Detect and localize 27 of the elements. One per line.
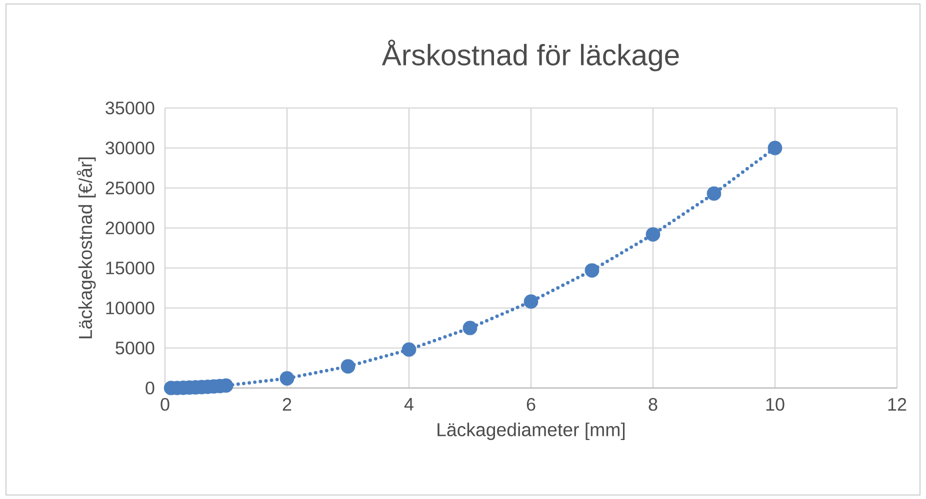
chart-title: Årskostnad för läckage [382,40,679,72]
point [402,342,416,357]
y-tick-label: 25000 [106,182,154,194]
x-tick-label: 10 [766,398,784,411]
x-tick-label: 0 [160,398,170,411]
point [584,263,600,278]
point [706,186,722,201]
x-tick-label: 4 [404,398,414,410]
y-tick-label: 20000 [106,222,154,234]
x-tick-label: 6 [526,398,536,411]
point [462,320,478,336]
y-axis-title: Läckagekostnad [€/år] [76,158,96,338]
y-tick-label: 30000 [106,142,154,154]
point [768,140,782,156]
x-tick-label: 2 [282,398,292,411]
x-axis-title: Läckagediameter [mm] [438,422,625,440]
y-tick-label: 5000 [116,342,154,354]
x-tick-label: 8 [648,398,658,411]
point [340,359,356,374]
y-tick-label: 0 [146,382,154,394]
x-tick-label: 12 [888,398,906,411]
point [524,294,538,309]
y-tick-label: 35000 [106,102,154,114]
y-tick-label: 15000 [106,262,154,274]
y-tick-label: 10000 [106,302,154,314]
point [646,227,660,242]
point [280,371,294,386]
